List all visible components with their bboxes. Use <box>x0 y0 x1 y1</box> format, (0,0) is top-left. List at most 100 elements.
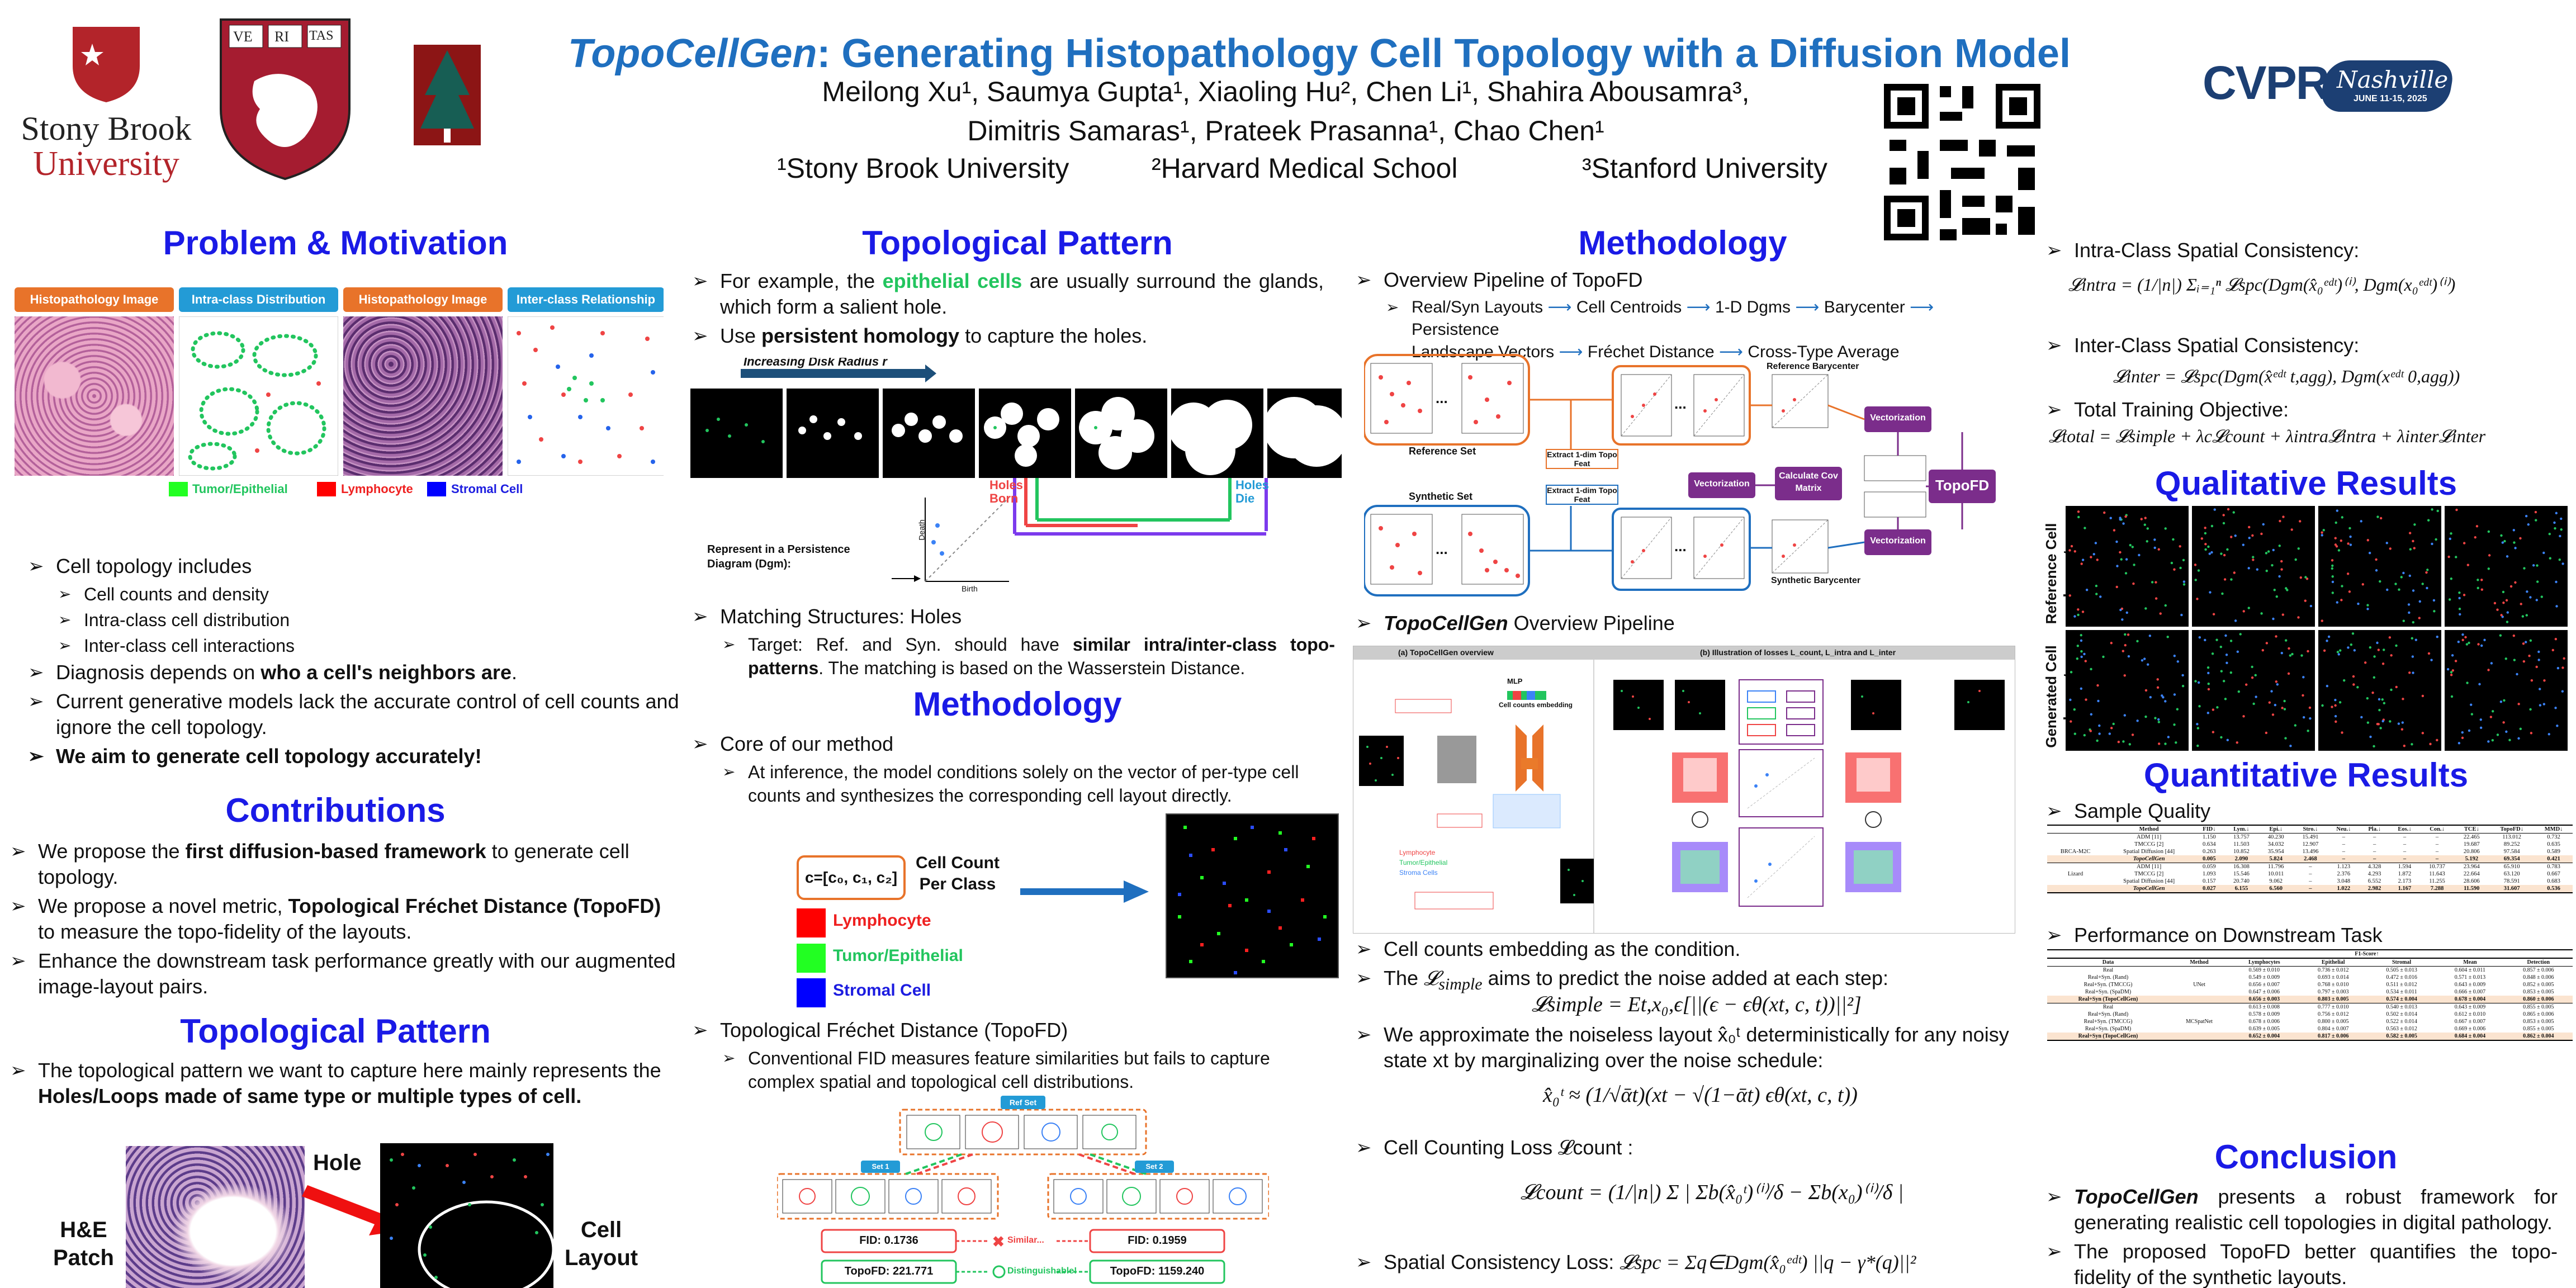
cell-dot <box>2151 581 2154 584</box>
cell-dot <box>2500 534 2503 537</box>
cell-dot <box>2207 688 2210 691</box>
dgm-label2: Diagram (Dgm): <box>707 558 792 570</box>
cell-dot <box>2090 713 2093 716</box>
cell-dot <box>2470 703 2473 706</box>
cell-dot <box>2232 511 2235 514</box>
cell-dot <box>2529 639 2532 642</box>
cell-dot <box>2525 614 2528 617</box>
cell-dot <box>2435 538 2437 541</box>
cell-dot <box>2116 565 2119 567</box>
cell-dot <box>2321 531 2323 534</box>
cvpr-dates: JUNE 11-15, 2025 <box>2354 94 2427 103</box>
matching-bullet: Matching Structures: Holes <box>692 604 1335 629</box>
cell-dot <box>2182 558 2185 562</box>
cell-dot <box>2496 608 2499 611</box>
cell-dot <box>2468 641 2470 645</box>
cell-dot <box>2154 581 2157 584</box>
cell-dot <box>2068 549 2071 552</box>
topofd-pipeline-svg <box>1364 354 1996 596</box>
cell-dot <box>2400 576 2403 579</box>
extract-syn: Extract 1-dim Topo Feat <box>1546 485 1618 505</box>
cell-dot <box>2129 544 2132 547</box>
cell-dot <box>2182 580 2186 583</box>
cell-dot <box>2209 591 2212 594</box>
cell-dot <box>2539 704 2542 707</box>
cell-dot <box>2480 579 2483 581</box>
total-bullet-wrap: Total Training Objective: <box>2046 397 2566 426</box>
cell-dot <box>2123 714 2127 717</box>
qual-panel <box>2066 630 2189 751</box>
contributions-bullets: We propose the first diffusion-based fra… <box>10 839 681 1003</box>
cell-dot <box>2280 568 2283 571</box>
aff2: ²Harvard Medical School <box>1152 153 1458 184</box>
cell-dot <box>2455 508 2458 512</box>
count-bullet: Cell Counting Loss 𝓛count : <box>1356 1135 2018 1161</box>
cell-dot <box>2479 718 2482 721</box>
cell-dot <box>2418 600 2421 603</box>
cell-dot <box>2070 720 2072 723</box>
stanford-logo <box>402 34 492 162</box>
ov-legend-3: Stroma Cells <box>1399 869 1438 877</box>
cell-dot <box>2560 528 2563 531</box>
dgm-label1: Represent in a Persistence <box>707 543 850 556</box>
cell-dot <box>2196 598 2199 600</box>
cell-dot <box>2198 636 2201 639</box>
cell-dot <box>2208 552 2211 555</box>
cell-dot <box>2446 668 2450 671</box>
cell-dot <box>2302 676 2305 679</box>
cell-dot <box>2371 691 2374 694</box>
cell-dot <box>2381 719 2384 723</box>
bullet-aim: We aim to generate cell topology accurat… <box>28 744 682 769</box>
cell-dot <box>2366 608 2369 610</box>
cell-dot <box>2157 742 2161 745</box>
cell-dot <box>2509 585 2513 588</box>
cell-dot <box>2271 564 2274 567</box>
he-patch-label: H&E Patch <box>53 1216 114 1272</box>
cell-dot <box>2334 715 2337 718</box>
table-row: TopoCellGen 0.005 2.090 5.824 2.468– – – –5.192… <box>2047 855 2573 863</box>
topofd-sub: Conventional FID measures feature simila… <box>692 1046 1335 1093</box>
cell-dot <box>2275 595 2278 598</box>
tag-histo1: Histopathology Image <box>15 287 174 312</box>
death-label: Death <box>917 519 926 541</box>
cell-dot <box>2252 556 2255 558</box>
cell-dot <box>2144 689 2148 692</box>
cell-count-label: Cell Count Per Class <box>916 853 1000 895</box>
cell-dot <box>2284 639 2288 642</box>
cell-dot <box>2216 706 2219 709</box>
cell-dot <box>2379 517 2383 520</box>
method3-bullets: Cell counts embedding as the condition. … <box>1356 936 2018 1001</box>
cell-dot <box>2499 634 2502 637</box>
stanford-tree-icon <box>414 45 481 145</box>
cell-dot <box>2447 555 2450 558</box>
cell-dot <box>2479 726 2483 730</box>
cell-dot <box>2559 534 2561 538</box>
cell-dot <box>2505 730 2508 733</box>
core-method-bullets: Core of our method At inference, the mod… <box>692 731 1335 809</box>
cell-dot <box>2321 704 2324 707</box>
cell-dot <box>2141 659 2144 662</box>
cell-dot <box>2381 698 2384 701</box>
topofd-bullet: Topological Fréchet Distance (TopoFD) <box>692 1017 1335 1043</box>
cell-dot <box>2284 737 2287 740</box>
cell-dot <box>2181 674 2184 677</box>
cell-dot <box>2560 517 2563 520</box>
cell-dot <box>2223 578 2227 581</box>
qual-panel <box>2192 630 2315 751</box>
cell-dot <box>2170 561 2174 565</box>
cell-dot <box>2305 577 2309 580</box>
cell-dot <box>2179 545 2181 548</box>
cell-dot <box>2131 733 2134 736</box>
cell-dot <box>2073 550 2076 553</box>
cell-dot <box>2336 509 2339 512</box>
cell-dot <box>2366 721 2370 724</box>
cell-dot <box>2308 706 2312 709</box>
cell-dot <box>2133 564 2135 566</box>
cell-dot <box>2368 552 2371 555</box>
cell-dot <box>2353 649 2356 652</box>
qr-code[interactable] <box>1878 78 2046 246</box>
cell-dot <box>2413 547 2416 550</box>
cell-dot <box>2529 708 2532 711</box>
cell-dot <box>2098 732 2101 735</box>
cell-dot <box>2331 564 2334 567</box>
